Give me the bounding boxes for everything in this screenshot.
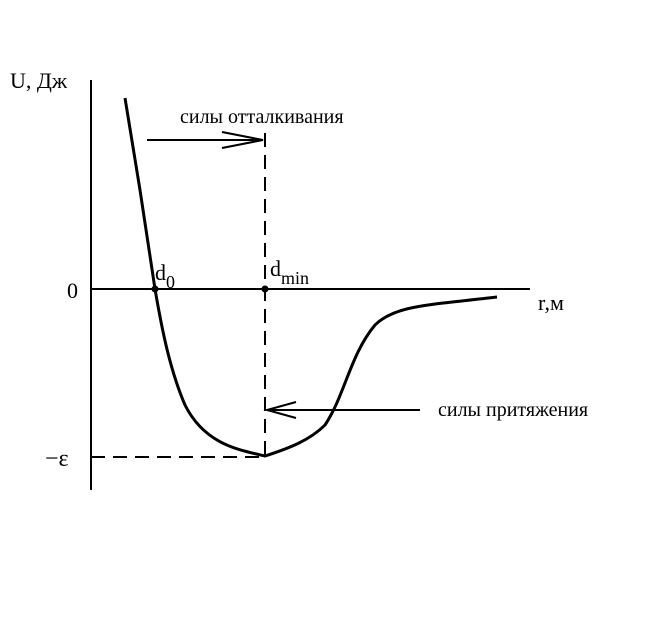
epsilon-label: −ε [45, 446, 69, 472]
dmin-point [261, 285, 269, 293]
d0-point [151, 285, 159, 293]
repulsion-label: силы отталкивания [180, 106, 344, 128]
dmin-sub: min [281, 268, 309, 288]
attraction-arrowhead [263, 401, 297, 419]
repulsion-arrowhead [221, 131, 264, 149]
attraction-label: силы притяжения [438, 399, 588, 421]
zero-label: 0 [67, 278, 78, 303]
x-axis-label: r,м [538, 290, 564, 315]
potential-curve [123, 97, 498, 458]
d0-label: d0 [155, 260, 175, 292]
d0-base: d [155, 260, 166, 285]
y-axis-label: U, Дж [10, 68, 68, 93]
dmin-base: d [270, 256, 281, 281]
dmin-label: dmin [270, 256, 309, 288]
d0-sub: 0 [166, 272, 175, 292]
